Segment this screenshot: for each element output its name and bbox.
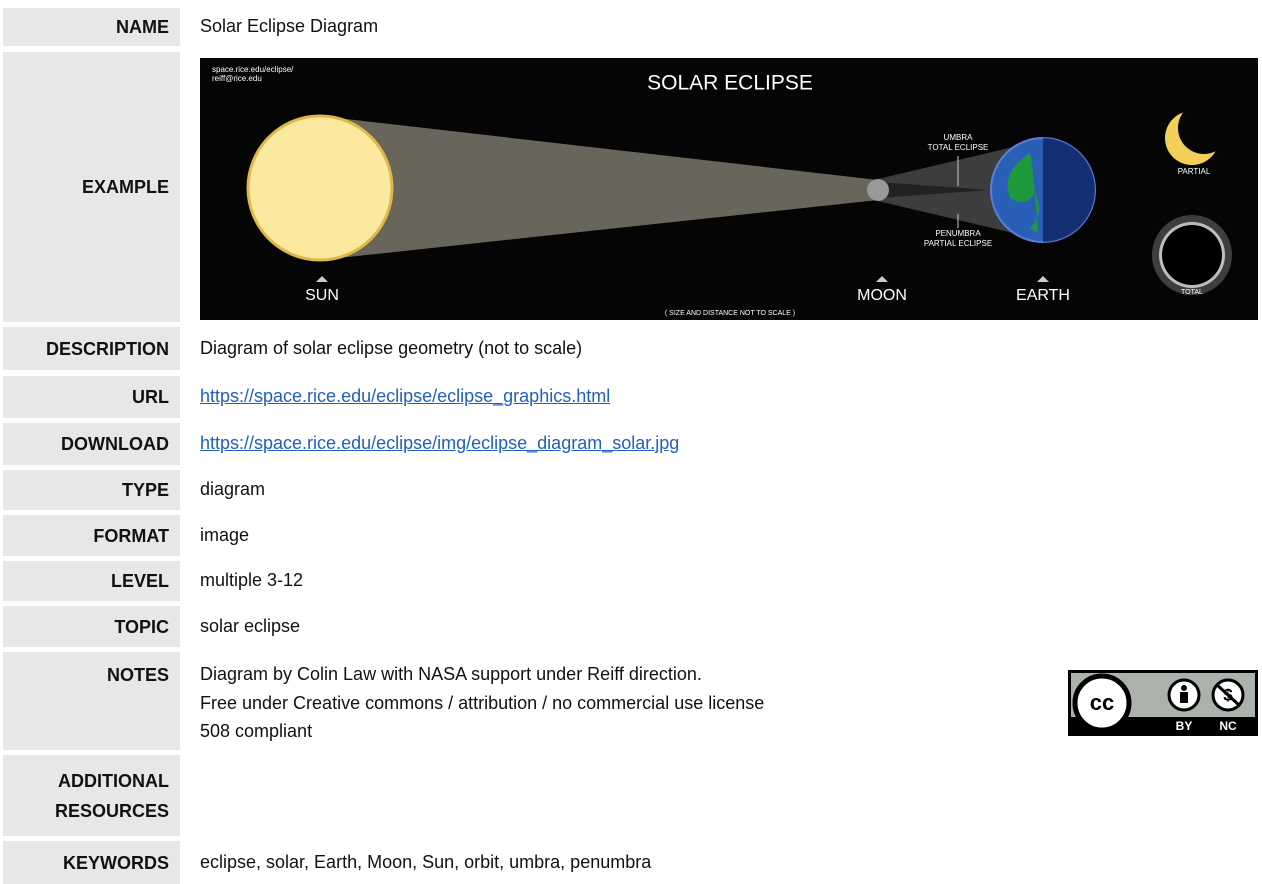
label-cell: DOWNLOAD — [3, 423, 180, 465]
label-cell: EXAMPLE — [3, 52, 180, 322]
row-value: https://space.rice.edu/eclipse/img/eclip… — [200, 429, 679, 458]
row-label: NOTES — [107, 660, 169, 690]
row-value: Solar Eclipse Diagram — [200, 12, 378, 41]
row-label: DOWNLOAD — [61, 429, 169, 459]
by-text: BY — [1176, 719, 1193, 733]
row-value: diagram — [200, 475, 265, 504]
image-title: SOLAR ECLIPSE — [647, 72, 813, 95]
label-cell: KEYWORDS — [3, 841, 180, 884]
footnote: ( SIZE AND DISTANCE NOT TO SCALE ) — [665, 310, 795, 317]
partial-moon — [1178, 102, 1230, 154]
row-value: eclipse, solar, Earth, Moon, Sun, orbit,… — [200, 848, 651, 877]
label-cell: TYPE — [3, 470, 180, 510]
total-moon — [1162, 225, 1222, 285]
row-value: https://space.rice.edu/eclipse/eclipse_g… — [200, 382, 610, 411]
penumbra-label: PENUMBRA — [935, 229, 981, 238]
total-label: TOTAL — [1181, 289, 1203, 296]
page: {"rows": [ {"label": "NAME", "value": "S… — [0, 0, 1262, 884]
row-label: RESOURCES — [55, 796, 169, 826]
label-cell: DESCRIPTION — [3, 327, 180, 370]
credit: space.rice.edu/eclipse/ — [212, 65, 294, 74]
label-cell: NAME — [3, 8, 180, 46]
row-label: URL — [132, 382, 169, 412]
row-value: Diagram of solar eclipse geometry (not t… — [200, 334, 582, 363]
label-cell: TOPIC — [3, 606, 180, 647]
row-label: FORMAT — [93, 521, 169, 551]
row-value: solar eclipse — [200, 612, 300, 641]
row-label: ADDITIONAL — [58, 766, 169, 796]
example-image: space.rice.edu/eclipse/ reiff@rice.edu S… — [200, 58, 1258, 320]
moon-label: MOON — [857, 287, 907, 304]
row-label: KEYWORDS — [63, 848, 169, 878]
row-label: TYPE — [122, 475, 169, 505]
label-cell: URL — [3, 376, 180, 418]
row-label: DESCRIPTION — [46, 334, 169, 364]
by-icon-head — [1181, 685, 1187, 691]
row-label: LEVEL — [111, 566, 169, 596]
row-label: TOPIC — [114, 612, 169, 642]
partial-label: PARTIAL — [1178, 167, 1211, 176]
row-value: multiple 3-12 — [200, 566, 303, 595]
umbra-label: TOTAL ECLIPSE — [928, 143, 989, 152]
sun-label: SUN — [305, 287, 339, 304]
link[interactable]: https://space.rice.edu/eclipse/eclipse_g… — [200, 386, 610, 406]
label-cell: NOTES — [3, 652, 180, 750]
row-label: NAME — [116, 12, 169, 42]
umbra-label: UMBRA — [944, 133, 974, 142]
earth-label: EARTH — [1016, 287, 1070, 304]
label-cell: FORMAT — [3, 515, 180, 556]
link[interactable]: https://space.rice.edu/eclipse/img/eclip… — [200, 433, 679, 453]
cc-text: cc — [1090, 690, 1114, 715]
by-icon-body — [1180, 692, 1188, 703]
nc-text: NC — [1219, 719, 1237, 733]
label-cell: LEVEL — [3, 561, 180, 601]
credit: reiff@rice.edu — [212, 74, 262, 83]
note-line: Diagram by Colin Law with NASA support u… — [200, 660, 702, 689]
license-badge: cc $ BY NC — [1068, 670, 1258, 736]
row-label: EXAMPLE — [82, 172, 169, 202]
note-line: 508 compliant — [200, 717, 312, 746]
note-line: Free under Creative commons / attributio… — [200, 689, 764, 718]
row-value: image — [200, 521, 249, 550]
penumbra-label: PARTIAL ECLIPSE — [924, 239, 992, 248]
sun — [248, 116, 392, 260]
moon — [867, 179, 889, 201]
